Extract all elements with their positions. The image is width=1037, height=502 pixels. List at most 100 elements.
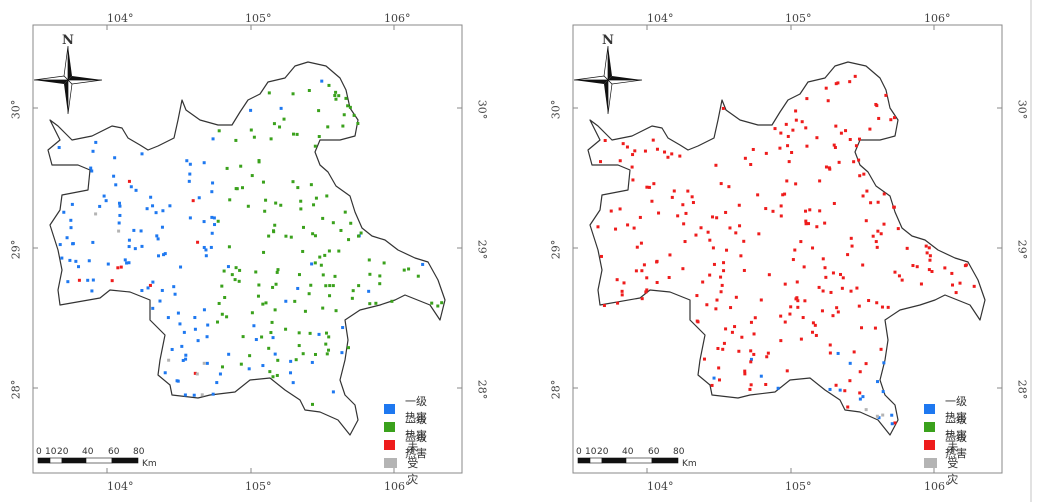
station-point (267, 234, 271, 238)
left-tick-28: 28° (9, 379, 23, 400)
left-tick-30: 30° (9, 99, 23, 120)
station-point (882, 361, 886, 365)
station-point (163, 252, 167, 256)
station-point (346, 104, 350, 108)
station-point (779, 339, 783, 343)
station-point (166, 316, 170, 320)
station-point (765, 355, 769, 359)
station-point (873, 326, 877, 330)
station-point (683, 240, 687, 244)
station-point (307, 292, 311, 296)
station-point (841, 276, 845, 280)
station-point (334, 90, 338, 94)
station-point (846, 405, 850, 409)
station-point (167, 358, 171, 362)
station-point (779, 131, 783, 135)
compass-point (64, 80, 68, 114)
station-point (717, 366, 721, 370)
compass-point (608, 46, 612, 80)
station-point (734, 231, 738, 235)
station-point (714, 307, 718, 311)
station-point (739, 254, 743, 258)
station-point (183, 393, 187, 397)
station-point (86, 278, 90, 282)
station-point (268, 370, 272, 374)
station-point (893, 421, 897, 425)
station-point (791, 258, 795, 262)
station-point (702, 357, 706, 361)
station-point (260, 335, 264, 339)
station-point (852, 350, 856, 354)
station-point (733, 325, 737, 329)
station-point (184, 357, 188, 361)
station-point (867, 299, 871, 303)
station-point (622, 281, 626, 285)
station-point (694, 233, 698, 237)
station-point (719, 290, 723, 294)
station-point (215, 381, 219, 385)
station-point (204, 248, 208, 252)
station-point (117, 221, 121, 225)
compass-point (67, 79, 73, 115)
station-point (759, 298, 763, 302)
station-point (185, 159, 189, 163)
station-point (69, 218, 73, 222)
station-point (667, 275, 671, 279)
station-point (271, 336, 275, 340)
station-point (631, 178, 635, 182)
station-point (752, 352, 756, 356)
station-point (313, 261, 317, 265)
station-point (783, 192, 787, 196)
station-point (724, 210, 728, 214)
station-point (202, 308, 206, 312)
station-point (324, 284, 328, 288)
station-point (831, 271, 835, 275)
station-point (655, 147, 659, 151)
station-point (804, 126, 808, 130)
station-point (430, 301, 434, 305)
station-point (218, 372, 222, 376)
station-point (188, 172, 192, 176)
legend-label: 一级热害 (405, 395, 427, 424)
top-tick-105: 105° (245, 12, 272, 25)
station-point (197, 196, 201, 200)
station-point (615, 278, 619, 282)
station-point (196, 339, 200, 343)
station-point (839, 272, 843, 276)
station-point (156, 237, 160, 241)
station-point (925, 251, 929, 255)
station-point (213, 223, 217, 227)
station-point (151, 280, 155, 284)
station-point (804, 219, 808, 223)
station-point (828, 387, 832, 391)
station-point (217, 129, 221, 133)
legend-swatch (384, 404, 395, 414)
station-point (66, 280, 70, 284)
station-point (853, 74, 857, 78)
station-point (742, 239, 746, 243)
station-point (378, 282, 382, 286)
station-point (228, 198, 232, 202)
station-point (828, 343, 832, 347)
station-point (865, 189, 869, 193)
station-point (786, 134, 790, 138)
station-point (757, 232, 761, 236)
station-point (125, 261, 129, 265)
station-point (734, 295, 738, 299)
map-panel-right: 104° 105° 106° 104° 105° 106° 30° 29° 28… (540, 0, 1037, 502)
compass-point (33, 75, 69, 81)
station-point (313, 352, 317, 356)
station-point (340, 351, 344, 355)
station-point (972, 284, 976, 288)
station-point (262, 250, 266, 254)
station-point (239, 164, 243, 168)
station-point (864, 362, 868, 366)
station-point (889, 118, 893, 122)
top-tick-106: 106° (384, 12, 411, 25)
station-point (638, 215, 642, 219)
station-point (200, 393, 204, 397)
station-point (333, 93, 337, 97)
station-point (924, 244, 928, 248)
legend-swatch (924, 458, 938, 468)
station-point (670, 152, 674, 156)
